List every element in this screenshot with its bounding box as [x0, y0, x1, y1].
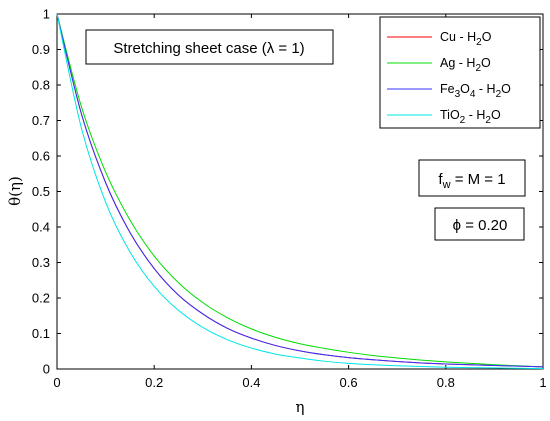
legend	[379, 16, 541, 129]
legend-label-1: Ag - H2O	[440, 56, 491, 74]
case-title: Stretching sheet case (λ = 1)	[113, 40, 304, 57]
y-tick-label: 0.2	[32, 291, 50, 306]
x-tick-label: 0.2	[145, 375, 163, 390]
series-group	[56, 13, 544, 370]
legend-label-2: Fe3O4 - H2O	[440, 82, 511, 100]
x-tick-label: 0.6	[340, 375, 358, 390]
y-tick-label: 0.5	[32, 184, 50, 199]
series-line-1	[56, 13, 544, 368]
axis-ticks: 0 0.2 0.4 0.6 0.8 1 0 0.1 0.2 0.3 0.4 0.5 0.6 0.7 0.8 0…	[32, 7, 547, 391]
y-axis-label: θ(η)	[6, 176, 24, 206]
x-tick-label: 0.8	[437, 375, 455, 390]
y-tick-label: 0.9	[32, 42, 50, 57]
y-tick-label: 0.3	[32, 255, 50, 270]
fw-label: fw = M = 1	[438, 171, 505, 191]
fw-box	[418, 159, 526, 197]
y-tick-label: 0.8	[32, 78, 50, 93]
phi-label: ϕ = 0.20	[453, 217, 508, 234]
y-tick-label: 0.6	[32, 149, 50, 164]
x-tick-label: 1	[539, 375, 546, 390]
y-tick-label: 0.1	[32, 326, 50, 341]
series-line-3	[56, 13, 544, 370]
x-tick-label: 0.4	[242, 375, 260, 390]
series-line-2	[56, 13, 544, 368]
phi-box	[434, 207, 525, 241]
y-tick-label: 1	[43, 7, 50, 22]
y-tick-label: 0.7	[32, 113, 50, 128]
legend-label-0: Cu - H2O	[440, 30, 492, 48]
y-tick-label: 0	[43, 362, 50, 377]
legend-label-3: TiO2 - H2O	[440, 108, 501, 126]
y-tick-label: 0.4	[32, 220, 50, 235]
case-title-box	[85, 29, 334, 65]
x-axis-label: η	[296, 398, 305, 416]
x-tick-label: 0	[53, 375, 60, 390]
